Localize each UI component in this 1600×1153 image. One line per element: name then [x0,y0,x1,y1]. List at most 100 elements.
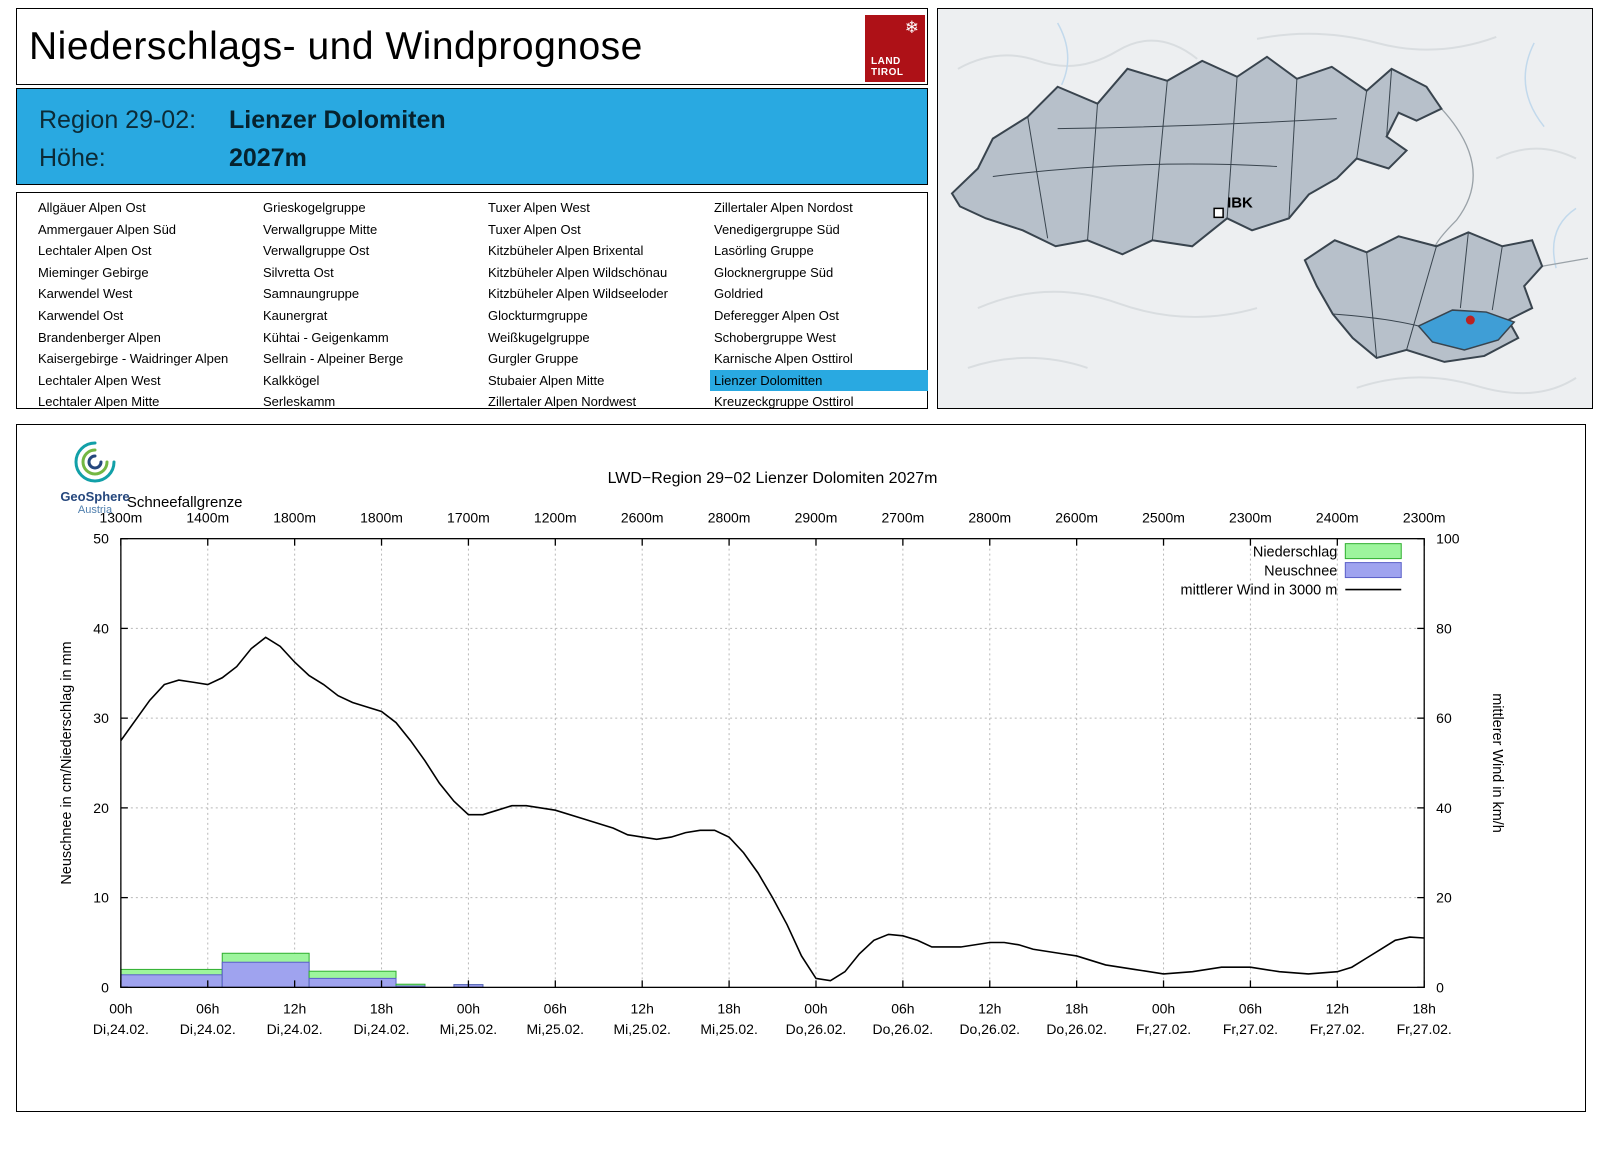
region-list-item[interactable]: Kreuzeckgruppe Osttirol [714,394,854,410]
svg-text:1700m: 1700m [447,510,490,526]
region-list-item[interactable]: Goldried [714,286,764,302]
region-list-item[interactable]: Deferegger Alpen Ost [714,307,840,323]
svg-text:1200m: 1200m [534,510,577,526]
svg-text:Di,24.02.: Di,24.02. [354,1021,410,1037]
tirol-map-svg: IBK [938,9,1592,408]
svg-text:2400m: 2400m [1316,510,1359,526]
region-list-item[interactable]: Sellrain - Alpeiner Berge [263,351,404,367]
svg-text:Do,26.02.: Do,26.02. [873,1021,934,1037]
region-row: Region 29-02: Lienzer Dolomiten [17,101,927,139]
region-list-item[interactable]: Grieskogelgruppe [263,200,366,215]
region-list-item[interactable]: Glocknergruppe Süd [714,264,834,280]
svg-text:2300m: 2300m [1229,510,1272,526]
region-list-item[interactable]: Samnaungruppe [263,286,360,302]
region-list-item[interactable]: Lienzer Dolomitten [710,369,928,392]
region-list-item[interactable]: Kitzbüheler Alpen Brixental [488,243,644,259]
svg-text:12h: 12h [631,1000,654,1016]
rivers [1056,22,1577,269]
x-axis: 00h Di,24.02. 1300m 06h Di,24.02. 1400m 12h Di,… [93,510,1452,1037]
selected-region-highlight[interactable] [1417,309,1516,351]
forecast-chart-panel: GeoSphere Austria 00h Di,24.02. 1300m 06h Di… [16,424,1586,1112]
region-list-item[interactable]: Serleskamm [263,394,336,410]
region-list-item[interactable]: Ammergauer Alpen Süd [38,221,177,237]
svg-text:30: 30 [93,710,109,726]
region-list-item[interactable]: Silvretta Ost [263,264,334,280]
region-list-item[interactable]: Kitzbüheler Alpen Wildschönau [488,264,668,280]
region-list-item[interactable]: Tuxer Alpen Ost [488,221,581,237]
svg-text:0: 0 [1436,979,1444,995]
region-list-item[interactable]: Tuxer Alpen West [488,200,590,215]
region-list-item[interactable]: Gurgler Gruppe [488,351,579,367]
region-list-item[interactable]: Stubaier Alpen Mitte [488,372,605,388]
forecast-chart: 00h Di,24.02. 1300m 06h Di,24.02. 1400m 12h Di,… [59,470,1505,1037]
region-list-item[interactable]: Verwallgruppe Mitte [263,221,378,237]
region-list-item[interactable]: Kühtai - Geigenkamm [263,329,389,345]
region-list-column-2: Grieskogelgruppe Verwallgruppe Mitte Verwa… [259,197,477,413]
svg-text:100: 100 [1436,531,1460,547]
region-list-item[interactable]: Schobergruppe West [714,329,836,345]
region-list-item[interactable]: Lechtaler Alpen West [38,372,161,388]
altitude-value: 2027m [229,143,307,172]
region-label: Region 29-02: [39,105,197,134]
svg-text:12h: 12h [978,1000,1001,1016]
svg-text:Fr,27.02.: Fr,27.02. [1310,1021,1365,1037]
tirol-map[interactable]: IBK [937,8,1593,409]
region-list-item[interactable]: Venedigergruppe Süd [714,221,840,237]
svg-text:00h: 00h [109,1000,132,1016]
region-list-item[interactable]: Lechtaler Alpen Mitte [38,394,160,410]
neuschnee-bar [308,977,397,988]
svg-text:18h: 18h [1413,1000,1436,1016]
snowflake-icon: ❄ [904,18,919,37]
geosphere-name: GeoSphere [60,489,130,504]
region-list-item[interactable]: Weißkugelgruppe [488,329,590,345]
svg-text:06h: 06h [1239,1000,1262,1016]
svg-text:12h: 12h [283,1000,306,1016]
svg-text:Mi,25.02.: Mi,25.02. [527,1021,585,1037]
svg-text:Do,26.02.: Do,26.02. [959,1021,1020,1037]
region-list-item[interactable]: Brandenberger Alpen [38,329,161,345]
legend-precip-swatch [1344,543,1402,560]
chart-title: LWD−Region 29−02 Lienzer Dolomiten 2027m [608,470,938,487]
svg-text:Mi,25.02.: Mi,25.02. [440,1021,498,1037]
svg-text:20: 20 [1436,890,1452,906]
region-list-item[interactable]: Glockturmgruppe [488,307,588,323]
snowline-label: Schneefallgrenze [127,494,243,511]
svg-text:1800m: 1800m [273,510,316,526]
svg-text:Di,24.02.: Di,24.02. [93,1021,149,1037]
region-list-item[interactable]: Lasörling Gruppe [714,243,814,259]
svg-text:Do,26.02.: Do,26.02. [1046,1021,1107,1037]
svg-text:Mi,25.02.: Mi,25.02. [700,1021,758,1037]
svg-text:2800m: 2800m [708,510,751,526]
region-list-item[interactable]: Lechtaler Alpen Ost [38,243,152,259]
region-list-item[interactable]: Allgäuer Alpen Ost [38,200,146,215]
svg-text:2500m: 2500m [1142,510,1185,526]
svg-text:2700m: 2700m [881,510,924,526]
region-list-item[interactable]: Karwendel West [38,286,133,302]
svg-text:Do,26.02.: Do,26.02. [786,1021,847,1037]
north-tirol-district-borders [992,68,1393,241]
svg-text:00h: 00h [457,1000,480,1016]
region-list-item[interactable]: Kalkkögel [263,372,320,388]
svg-text:18h: 18h [1065,1000,1088,1016]
state-border [1433,108,1474,249]
region-list-column-3: Tuxer Alpen West Tuxer Alpen Ost Kitzbühel… [484,197,702,413]
region-list-item[interactable]: Kaisergebirge - Waidringer Alpen [38,351,229,367]
svg-text:18h: 18h [370,1000,393,1016]
chart-grid [120,538,1425,988]
country-border [1542,257,1589,267]
svg-text:mittlerer Wind in 3000 m: mittlerer Wind in 3000 m [1181,583,1338,599]
region-list-item[interactable]: Mieminger Gebirge [38,264,149,280]
region-list-item[interactable]: Kitzbüheler Alpen Wildseeloder [488,286,668,302]
innsbruck-marker [1213,207,1224,219]
region-list-item[interactable]: Karwendel Ost [38,307,124,323]
land-tirol-logo-text: LAND TIROL [871,56,904,78]
region-list-item[interactable]: Zillertaler Alpen Nordost [714,200,853,215]
svg-text:1400m: 1400m [186,510,229,526]
innsbruck-label: IBK [1227,194,1253,211]
region-list-item[interactable]: Kaunergrat [263,307,328,323]
region-list-item[interactable]: Verwallgruppe Ost [263,243,370,259]
svg-text:40: 40 [1436,800,1452,816]
region-list-item[interactable]: Zillertaler Alpen Nordwest [488,394,637,410]
region-list-item[interactable]: Karnische Alpen Osttirol [714,351,853,367]
svg-text:Di,24.02.: Di,24.02. [180,1021,236,1037]
